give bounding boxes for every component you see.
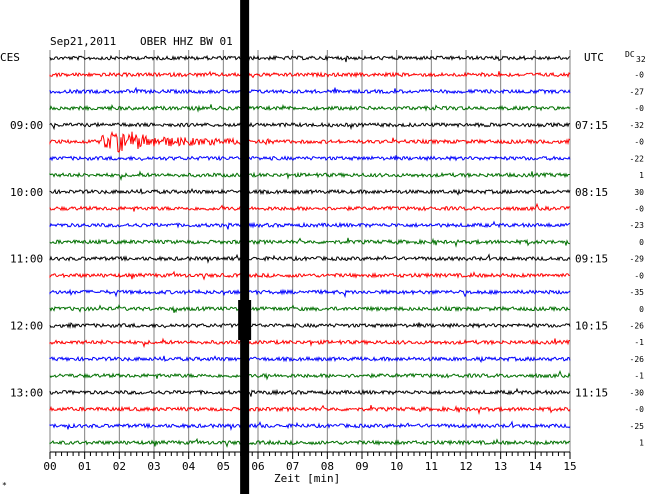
trace-23 xyxy=(49,420,571,432)
x-tick-label-04: 04 xyxy=(182,460,196,473)
dc-offset-17: -1 xyxy=(634,338,644,347)
x-tick-label-15: 15 xyxy=(563,460,576,473)
left-time-label-4: 12:00 xyxy=(10,320,43,333)
trace-6 xyxy=(49,130,571,153)
x-axis: 00 01 02 03 04 05 06 07 08 09 10 11 12 13 14 15 xyxy=(43,451,577,473)
dc-offset-1: -0 xyxy=(634,71,644,80)
station-label: OBER HHZ BW 01 xyxy=(140,35,233,48)
right-time-label-5: 11:15 xyxy=(575,386,608,399)
x-tick-label-10: 10 xyxy=(390,460,403,473)
dc-sub-label: 32 xyxy=(636,55,646,64)
dc-offset-21: -0 xyxy=(634,405,644,414)
dc-offset-11: 0 xyxy=(639,238,644,247)
trace-17 xyxy=(49,322,571,329)
dc-offset-16: -26 xyxy=(630,322,645,331)
saturation-bulge xyxy=(238,300,252,340)
trace-2 xyxy=(49,70,571,79)
left-time-label-3: 11:00 xyxy=(10,253,43,266)
x-tick-label-01: 01 xyxy=(78,460,91,473)
trace-20 xyxy=(49,369,571,381)
dc-offset-18: -26 xyxy=(630,355,645,364)
dc-offset-23: 1 xyxy=(639,439,644,448)
dc-offset-12: -29 xyxy=(630,255,645,264)
dc-offset-3: -0 xyxy=(634,104,644,113)
x-tick-label-07: 07 xyxy=(286,460,299,473)
x-tick-label-12: 12 xyxy=(459,460,472,473)
x-tick-label-06: 06 xyxy=(251,460,264,473)
trace-22 xyxy=(49,404,571,416)
right-time-labels: 07:15 08:15 09:15 10:15 11:15 xyxy=(575,119,608,400)
trace-3 xyxy=(49,86,571,95)
trace-7 xyxy=(49,155,571,162)
dc-offset-8: 30 xyxy=(634,188,644,197)
trace-18 xyxy=(49,337,570,349)
x-tick-label-08: 08 xyxy=(321,460,334,473)
traces xyxy=(49,54,571,448)
right-time-label-1: 07:15 xyxy=(575,119,608,132)
dc-offset-labels: -0 -27 -0 -32 -0 -22 1 30 -0 -23 0 -29 -0 -35 0 -26 -1 -2… xyxy=(630,71,645,448)
right-time-label-2: 08:15 xyxy=(575,186,608,199)
right-time-label-4: 10:15 xyxy=(575,320,608,333)
trace-24 xyxy=(49,437,571,448)
dc-offset-22: -25 xyxy=(630,422,645,431)
trace-1 xyxy=(49,54,571,63)
x-tick-label-03: 03 xyxy=(147,460,160,473)
x-tick-label-00: 00 xyxy=(43,460,56,473)
dc-offset-5: -0 xyxy=(634,138,644,147)
dc-offset-13: -0 xyxy=(634,271,644,280)
trace-16 xyxy=(49,304,571,314)
trace-19 xyxy=(49,355,571,363)
grid xyxy=(49,50,571,452)
left-time-label-5: 13:00 xyxy=(10,386,43,399)
trace-4 xyxy=(49,103,571,113)
corner-mark: * xyxy=(2,481,7,490)
dc-offset-2: -27 xyxy=(630,87,645,96)
x-tick-label-05: 05 xyxy=(217,460,230,473)
left-timezone-label: CES xyxy=(0,51,20,64)
dc-offset-19: -1 xyxy=(634,372,644,381)
x-axis-title: Zeit [min] xyxy=(274,472,340,485)
left-time-labels: 09:00 10:00 11:00 12:00 13:00 xyxy=(10,119,43,400)
trace-13 xyxy=(49,253,571,264)
dc-label: DC xyxy=(625,50,635,59)
trace-5 xyxy=(49,121,571,131)
dc-offset-15: 0 xyxy=(639,305,644,314)
trace-15 xyxy=(49,288,571,299)
dc-offset-9: -0 xyxy=(634,204,644,213)
date-label: Sep21,2011 xyxy=(50,35,116,48)
trace-11 xyxy=(49,220,571,230)
dc-offset-10: -23 xyxy=(630,221,645,230)
dc-offset-6: -22 xyxy=(630,154,645,163)
left-time-label-2: 10:00 xyxy=(10,186,43,199)
trace-8 xyxy=(49,170,571,181)
left-time-label-1: 09:00 xyxy=(10,119,43,132)
saturation-band xyxy=(238,0,252,494)
trace-21 xyxy=(49,387,571,397)
saturation-bar xyxy=(240,0,250,494)
x-tick-label-13: 13 xyxy=(494,460,507,473)
dc-offset-4: -32 xyxy=(630,121,645,130)
trace-14 xyxy=(49,270,571,281)
trace-12 xyxy=(49,237,570,248)
trace-10 xyxy=(49,202,571,214)
right-timezone-label: UTC xyxy=(584,51,604,64)
x-tick-label-09: 09 xyxy=(355,460,368,473)
right-time-label-3: 09:15 xyxy=(575,253,608,266)
dc-offset-20: -30 xyxy=(630,388,645,397)
dc-offset-7: 1 xyxy=(639,171,644,180)
x-tick-label-02: 02 xyxy=(113,460,126,473)
x-tick-label-11: 11 xyxy=(425,460,438,473)
dc-offset-14: -35 xyxy=(630,288,645,297)
x-tick-label-14: 14 xyxy=(529,460,543,473)
trace-9 xyxy=(49,188,571,196)
